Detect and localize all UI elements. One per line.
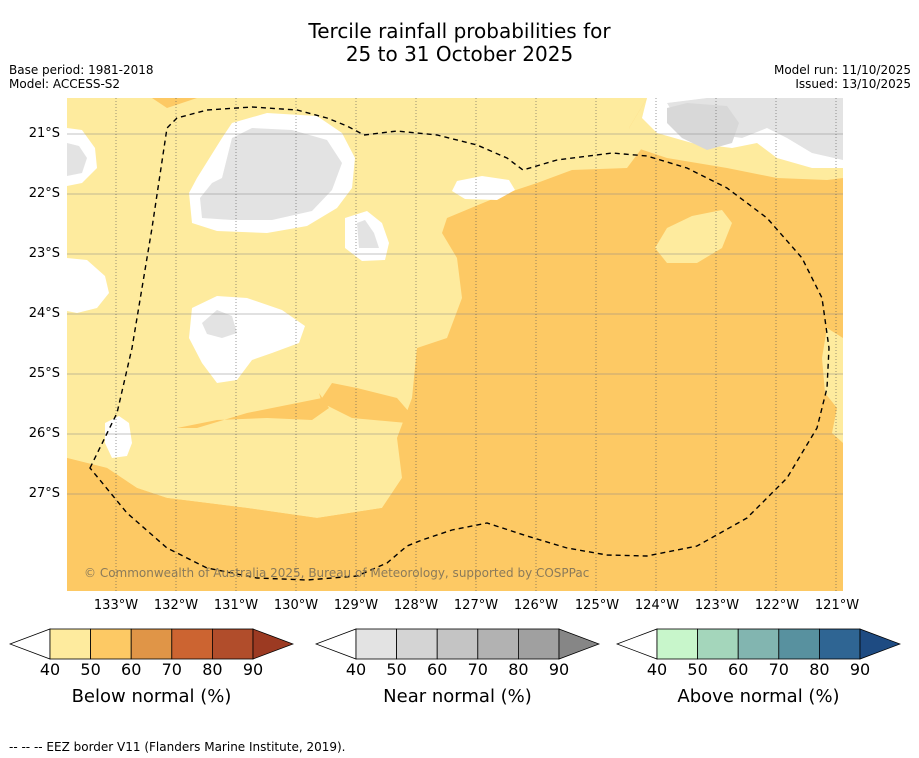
title-line-2: 25 to 31 October 2025 — [345, 42, 574, 66]
lat-label: 22°S — [28, 186, 60, 201]
below-normal-colorbar-title: Below normal (%) — [71, 686, 232, 707]
lon-label: 131°W — [213, 598, 259, 613]
colorbar-segment — [818, 628, 861, 660]
near-normal-region-nw — [200, 128, 342, 220]
colorbar-tick-label: 50 — [386, 660, 407, 679]
near-normal-region-west — [67, 143, 87, 176]
lat-label: 23°S — [28, 246, 60, 261]
colorbar-tick-label: 40 — [646, 660, 668, 679]
colorbar-segment — [396, 628, 438, 660]
colorbar-tick-label: 40 — [39, 660, 61, 679]
near-normal-colorbar — [314, 628, 601, 664]
copyright-text: © Commonwealth of Australia 2025, Bureau… — [84, 566, 590, 580]
lat-label: 26°S — [28, 426, 60, 441]
lat-label: 21°S — [28, 126, 60, 141]
above-normal-colorbar-title: Above normal (%) — [677, 686, 840, 707]
colorbar-segment — [49, 628, 91, 660]
meta-right: Model run: 11/10/2025 Issued: 13/10/2025 — [774, 63, 911, 91]
lon-label: 124°W — [634, 598, 680, 613]
colorbar-tick-label: 60 — [728, 660, 749, 679]
colorbar-tick-label: 90 — [548, 660, 570, 679]
colorbar-low-extend — [8, 628, 51, 660]
title-line-1: Tercile rainfall probabilities for — [308, 19, 611, 43]
colorbar-segment — [656, 628, 698, 660]
lon-label: 127°W — [453, 598, 499, 613]
map-title: Tercile rainfall probabilities for 25 to… — [0, 20, 919, 66]
lon-label: 129°W — [333, 598, 379, 613]
colorbar-segment — [517, 628, 560, 660]
colorbar-tick-label: 80 — [202, 660, 223, 679]
lon-label: 126°W — [513, 598, 559, 613]
lon-label: 130°W — [273, 598, 319, 613]
below-normal-colorbar — [8, 628, 295, 664]
latitude-gridlines — [67, 133, 843, 495]
colorbar-segment — [477, 628, 519, 660]
colorbar-high-extend — [558, 628, 601, 660]
lat-label: 24°S — [28, 306, 60, 321]
longitude-gridlines — [115, 98, 837, 591]
colorbar-segment — [130, 628, 173, 660]
colorbar-tick-label: 70 — [161, 660, 182, 679]
map-panel[interactable]: © Commonwealth of Australia 2025, Bureau… — [67, 98, 843, 591]
lat-label: 25°S — [28, 366, 60, 381]
colorbar-high-extend — [859, 628, 902, 660]
colorbar-tick-label: 50 — [80, 660, 101, 679]
above-normal-colorbar — [615, 628, 902, 664]
colorbar-tick-label: 60 — [121, 660, 142, 679]
colorbar-tick-label: 80 — [508, 660, 529, 679]
probability-map — [67, 98, 843, 591]
colorbar-segment — [778, 628, 820, 660]
lon-label: 133°W — [93, 598, 139, 613]
colorbar-tick-label: 90 — [242, 660, 264, 679]
colorbar-tick-label: 40 — [345, 660, 367, 679]
no-dominant-region-sw — [105, 416, 132, 458]
colorbar-segment — [355, 628, 397, 660]
below-40-50-patch-east — [655, 210, 732, 263]
colorbar-tick-label: 50 — [687, 660, 708, 679]
near-normal-colorbar-title: Near normal (%) — [383, 686, 532, 707]
lon-label: 128°W — [393, 598, 439, 613]
colorbar-tick-label: 70 — [467, 660, 488, 679]
lon-label: 121°W — [814, 598, 860, 613]
colorbar-tick-label: 60 — [427, 660, 448, 679]
colorbar-segment — [211, 628, 254, 660]
colorbar-low-extend — [615, 628, 658, 660]
colorbar-segment — [90, 628, 132, 660]
colorbar-low-extend — [314, 628, 357, 660]
near-normal-region-small — [357, 220, 379, 248]
lon-label: 122°W — [754, 598, 800, 613]
issued-date: Issued: 13/10/2025 — [795, 77, 911, 91]
model-run: Model run: 11/10/2025 — [773, 63, 911, 77]
colorbar-tick-label: 70 — [768, 660, 789, 679]
no-dominant-region-west — [67, 258, 109, 313]
colorbar-tick-label: 90 — [849, 660, 871, 679]
near-normal-region-ne-inner — [667, 103, 739, 150]
lon-label: 132°W — [153, 598, 199, 613]
colorbar-segment — [171, 628, 213, 660]
below-50-60-lobe-south — [177, 383, 410, 428]
lon-label: 123°W — [694, 598, 740, 613]
lon-label: 125°W — [574, 598, 620, 613]
eez-border — [89, 106, 830, 581]
model-name: Model: ACCESS-S2 — [9, 77, 121, 91]
lat-label: 27°S — [28, 486, 60, 501]
near-normal-region-center — [202, 310, 237, 338]
colorbar-segment — [697, 628, 739, 660]
meta-left: Base period: 1981-2018 Model: ACCESS-S2 — [9, 63, 154, 91]
below-50-60-lobe-sw — [67, 458, 412, 591]
colorbar-high-extend — [252, 628, 295, 660]
colorbar-segment — [737, 628, 780, 660]
eez-footer-note: -- -- -- EEZ border V11 (Flanders Marine… — [9, 740, 346, 754]
base-period: Base period: 1981-2018 — [9, 63, 154, 77]
colorbar-segment — [436, 628, 479, 660]
colorbar-tick-label: 80 — [809, 660, 830, 679]
below-40-50-strip-east — [822, 328, 843, 443]
